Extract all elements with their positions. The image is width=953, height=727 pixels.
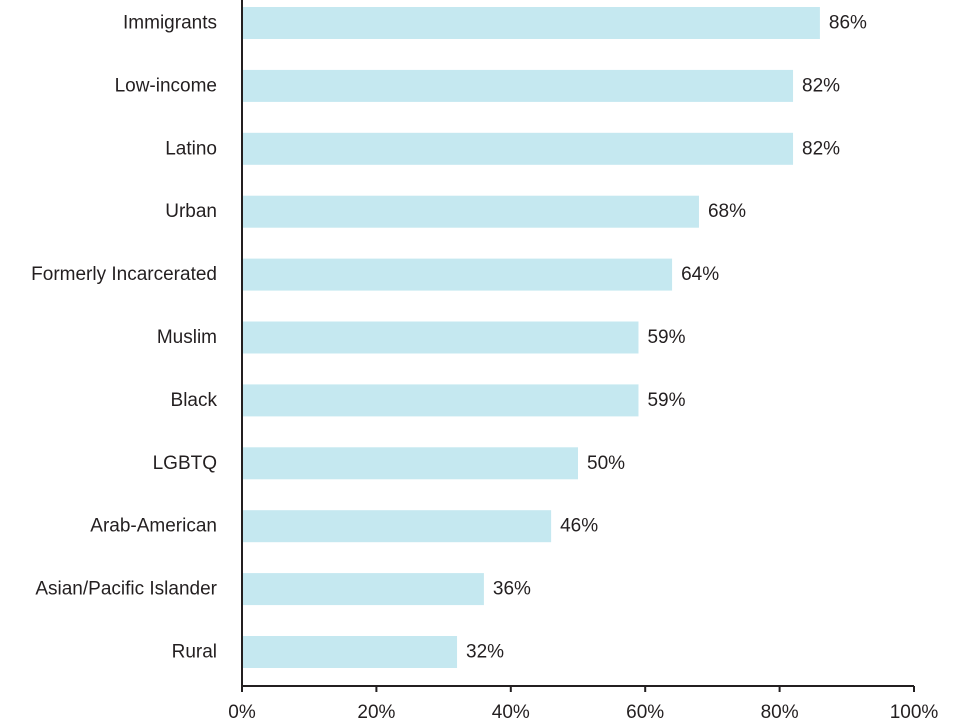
value-label-arab-american: 46%: [560, 516, 598, 537]
bars-layer: [242, 7, 820, 668]
axes-layer: 0% 20% 40% 60% 80% 100%: [228, 0, 938, 723]
category-label-arab-american: Arab-American: [90, 516, 217, 537]
bar-black: [242, 384, 639, 417]
bar-immigrants: [242, 7, 820, 39]
category-label-muslim: Muslim: [157, 327, 217, 348]
value-label-immigrants: 86%: [829, 13, 867, 34]
category-label-low-income: Low-income: [115, 75, 217, 96]
bar-urban: [242, 195, 699, 228]
x-tick-label-20: 20%: [357, 702, 395, 723]
category-label-lgbtq: LGBTQ: [153, 453, 217, 474]
value-label-rural: 32%: [466, 642, 504, 663]
x-tick-label-60: 60%: [626, 702, 664, 723]
x-tick-label-0: 0%: [228, 702, 256, 723]
value-label-formerly-incarcerated: 64%: [681, 264, 719, 285]
x-tick-label-100: 100%: [890, 702, 939, 723]
category-label-rural: Rural: [172, 642, 217, 663]
category-labels-layer: Immigrants Low-income Latino Urban Formerly …: [31, 13, 218, 663]
category-label-immigrants: Immigrants: [123, 13, 217, 34]
value-label-latino: 82%: [802, 138, 840, 159]
x-tick-label-40: 40%: [492, 702, 530, 723]
bar-muslim: [242, 321, 639, 354]
category-label-latino: Latino: [165, 138, 217, 159]
category-label-urban: Urban: [165, 201, 217, 222]
value-label-asian-pacific-islander: 36%: [493, 579, 531, 600]
category-label-formerly-incarcerated: Formerly Incarcerated: [31, 264, 217, 285]
category-label-asian-pacific-islander: Asian/Pacific Islander: [35, 579, 217, 600]
bar-lgbtq: [242, 447, 578, 480]
category-label-black: Black: [171, 390, 218, 411]
value-label-black: 59%: [647, 390, 685, 411]
x-tick-label-80: 80%: [761, 702, 799, 723]
bar-formerly-incarcerated: [242, 258, 673, 291]
value-label-urban: 68%: [708, 201, 746, 222]
bar-low-income: [242, 69, 794, 102]
value-label-lgbtq: 50%: [587, 453, 625, 474]
bar-asian-pacific-islander: [242, 573, 484, 606]
bar-latino: [242, 132, 794, 165]
bar-rural: [242, 636, 458, 668]
value-labels-layer: 86% 82% 82% 68% 64% 59% 59% 50% 46% 36% 32%: [466, 13, 867, 663]
value-label-low-income: 82%: [802, 75, 840, 96]
bar-arab-american: [242, 510, 552, 543]
value-label-muslim: 59%: [647, 327, 685, 348]
